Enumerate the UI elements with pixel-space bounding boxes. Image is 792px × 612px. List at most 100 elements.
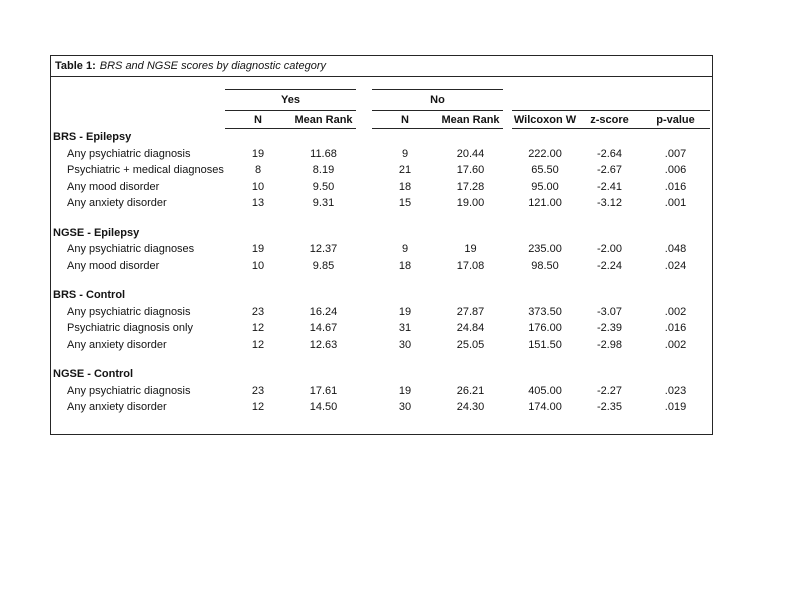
gap-cell <box>503 383 512 400</box>
cell-value: 19 <box>398 305 412 318</box>
cell-value: 17.28 <box>456 180 485 193</box>
cell-value: 14.67 <box>309 322 338 335</box>
cell-value: -2.00 <box>596 243 623 256</box>
cell-value: 30 <box>398 338 412 351</box>
section-spacer-row <box>51 353 710 366</box>
cell-value: -3.07 <box>596 305 623 318</box>
cell-value: 23 <box>251 384 265 397</box>
column-group-row: Yes No <box>51 89 711 111</box>
cell-value: 24.84 <box>456 322 485 335</box>
column-header-row: N Mean Rank N Mean Rank Wilcoxon W z-sco… <box>51 110 711 129</box>
cell-value: 8 <box>254 164 262 177</box>
cell-value: 11.68 <box>310 147 337 160</box>
gap-cell <box>503 146 512 163</box>
cell-value: .001 <box>664 197 687 210</box>
cell-value: 12.37 <box>309 243 338 256</box>
cell-value: -2.67 <box>596 164 623 177</box>
cell-value: 20.44 <box>456 147 485 160</box>
table-row: Any psychiatric diagnosis 23 16.24 19 27.87 3… <box>51 304 710 321</box>
cell-value: .019 <box>664 401 687 414</box>
cell-value: 16.24 <box>309 305 338 318</box>
col-header-wilcoxon-w: Wilcoxon W <box>512 110 579 129</box>
cell-value: -2.24 <box>596 259 623 272</box>
cell-value: 9.85 <box>312 259 335 272</box>
table-row: Psychiatric + medical diagnoses 8 8.19 21 17… <box>51 162 710 179</box>
cell-value: 12 <box>251 322 265 335</box>
cell-value: 65.50 <box>531 164 559 177</box>
cell-value: -2.35 <box>596 401 623 414</box>
cell-value: 9.31 <box>312 197 335 210</box>
table-row: Any anxiety disorder 12 12.63 30 25.05 151.50… <box>51 337 710 354</box>
row-label: Any anxiety disorder <box>67 338 167 351</box>
gap-cell <box>356 241 372 258</box>
cell-value: 23 <box>251 305 265 318</box>
col-header-no-mean-rank: Mean Rank <box>438 110 504 129</box>
table-row: Any anxiety disorder 13 9.31 15 19.00 121.00 -… <box>51 195 710 212</box>
cell-value: 12 <box>251 338 265 351</box>
cell-value: 9 <box>401 147 409 160</box>
section-header-row: BRS - Epilepsy <box>51 129 710 146</box>
col-header-yes-mean-rank: Mean Rank <box>291 110 356 129</box>
cell-value: 19 <box>398 384 412 397</box>
cell-value: 24.30 <box>456 401 485 414</box>
cell-value: 98.50 <box>531 259 559 272</box>
col-header-z-score: z-score <box>578 110 642 129</box>
gap-cell <box>503 111 512 129</box>
section-header: BRS - Epilepsy <box>53 131 132 144</box>
gap-cell <box>356 162 372 179</box>
cell-value: -2.39 <box>596 322 623 335</box>
cell-value: 10 <box>251 259 265 272</box>
cell-value: -3.12 <box>596 197 623 210</box>
gap-cell <box>356 258 372 275</box>
row-label: Any psychiatric diagnosis <box>67 305 191 318</box>
gap-cell <box>503 179 512 196</box>
cell-value: 17.08 <box>456 259 485 272</box>
cell-value: 373.50 <box>528 305 562 318</box>
gap-cell <box>503 241 512 258</box>
row-label: Any anxiety disorder <box>67 197 167 210</box>
cell-value: 10 <box>251 180 265 193</box>
empty-cell <box>51 111 225 129</box>
section-header: NGSE - Epilepsy <box>53 226 140 239</box>
cell-value: .002 <box>664 338 687 351</box>
col-header-yes-n: N <box>225 110 291 129</box>
cell-value: 26.21 <box>456 384 485 397</box>
cell-value: .016 <box>664 180 687 193</box>
cell-value: .006 <box>664 164 687 177</box>
row-label: Psychiatric diagnosis only <box>67 322 193 335</box>
cell-value: 12.63 <box>309 338 338 351</box>
row-label: Psychiatric + medical diagnoses <box>67 164 224 177</box>
table-row: Any mood disorder 10 9.50 18 17.28 95.00 -2.41… <box>51 179 710 196</box>
no-group-header: No <box>372 89 504 111</box>
cell-value: -2.41 <box>596 180 623 193</box>
row-label: Any mood disorder <box>67 259 160 272</box>
row-label: Any psychiatric diagnosis <box>67 147 191 160</box>
cell-value: .048 <box>664 243 687 256</box>
cell-value: 9 <box>401 243 409 256</box>
row-label: Any anxiety disorder <box>67 401 167 414</box>
cell-value: 19 <box>251 243 265 256</box>
gap-cell <box>503 304 512 321</box>
gap-cell <box>356 304 372 321</box>
table-title: Table 1: BRS and NGSE scores by diagnosti… <box>51 56 712 77</box>
gap-cell <box>356 146 372 163</box>
gap-cell <box>356 111 372 129</box>
section-header: BRS - Control <box>53 289 126 302</box>
cell-value: 18 <box>398 180 412 193</box>
gap-cell <box>503 320 512 337</box>
cell-value: 95.00 <box>531 180 559 193</box>
cell-value: 151.50 <box>528 338 562 351</box>
gap-cell <box>503 337 512 354</box>
cell-value: 14.50 <box>309 401 338 414</box>
cell-value: .024 <box>664 259 687 272</box>
cell-value: .023 <box>664 384 687 397</box>
col-header-no-n: N <box>372 110 438 129</box>
cell-value: 30 <box>398 401 412 414</box>
section-spacer-row <box>51 212 710 225</box>
cell-value: 18 <box>398 259 412 272</box>
cell-value: 19 <box>251 147 265 160</box>
cell-value: 25.05 <box>456 338 485 351</box>
table-title-text: BRS and NGSE scores by diagnostic catego… <box>99 60 326 72</box>
table-row: Psychiatric diagnosis only 12 14.67 31 24.84… <box>51 320 710 337</box>
